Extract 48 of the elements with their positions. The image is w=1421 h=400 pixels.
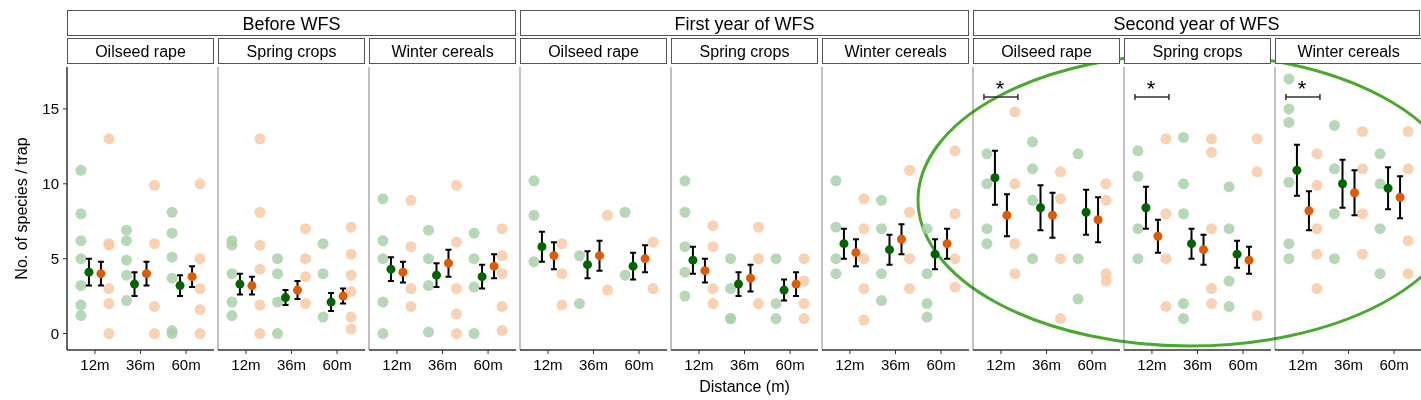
x-tick-label: 60m: [926, 356, 956, 373]
chart-title: Spring crops: [699, 43, 790, 60]
text: Before WFS: [242, 14, 341, 34]
chart-title: Oilseed rape: [95, 43, 186, 60]
y-tick-label: 5: [50, 249, 59, 267]
x-tick-label: 36m: [880, 356, 911, 373]
text: First year of WFS: [674, 14, 815, 34]
x-tick-label: 36m: [1182, 356, 1213, 373]
x-tick-label: 36m: [427, 356, 458, 373]
chart-title: Winter cereals: [1297, 43, 1400, 60]
x-tick-label: 36m: [125, 356, 156, 373]
x-tick-label: 60m: [322, 356, 352, 373]
x-tick-label: 12m: [986, 356, 1016, 373]
chart-title: Spring crops: [1152, 43, 1243, 60]
x-tick-label: 36m: [1031, 356, 1062, 373]
annotation: *: [1146, 76, 1156, 101]
y-tick-label: 10: [42, 174, 59, 192]
y-tick-label: 0: [50, 324, 59, 342]
x-tick-label: 60m: [171, 356, 201, 373]
x-tick-label: 12m: [1288, 356, 1318, 373]
text: Second year of WFS: [1113, 14, 1280, 34]
x-tick-label: 36m: [729, 356, 760, 373]
x-tick-label: 36m: [1333, 356, 1364, 373]
x-tick-label: 12m: [684, 356, 714, 373]
chart-title: Winter cereals: [844, 43, 947, 60]
x-tick-label: 60m: [473, 356, 503, 373]
x-tick-label: 60m: [1379, 356, 1409, 373]
chart-title: Oilseed rape: [548, 43, 639, 60]
x-tick-label: 36m: [276, 356, 307, 373]
x-tick-label: 60m: [624, 356, 654, 373]
x-tick-label: 60m: [1228, 356, 1258, 373]
x-tick-label: 60m: [1077, 356, 1107, 373]
chart-title: Winter cereals: [391, 43, 494, 60]
x-tick-label: 12m: [80, 356, 110, 373]
annotation: *: [995, 76, 1005, 101]
x-tick-label: 60m: [775, 356, 805, 373]
y-tick-label: 15: [42, 99, 59, 117]
x-tick-label: 12m: [1137, 356, 1167, 373]
chart-title: Spring crops: [246, 43, 337, 60]
x-axis-title: Distance (m): [699, 378, 790, 395]
x-tick-label: 12m: [835, 356, 865, 373]
x-tick-label: 12m: [382, 356, 412, 373]
x-tick-label: 12m: [231, 356, 261, 373]
y-axis-title: No. of species / trap: [13, 137, 30, 280]
x-tick-label: 36m: [578, 356, 609, 373]
x-tick-label: 12m: [533, 356, 563, 373]
annotation: *: [1297, 76, 1307, 101]
chart-title: Oilseed rape: [1001, 43, 1092, 60]
